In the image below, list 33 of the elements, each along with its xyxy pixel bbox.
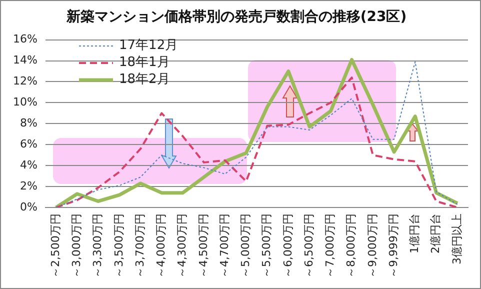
y-tick-label: 8% xyxy=(20,116,38,130)
x-tick-label: ～6,000万円 xyxy=(281,214,294,278)
y-tick-label: 0% xyxy=(20,200,38,214)
x-tick-label: ～6,500万円 xyxy=(302,214,316,278)
legend-label: 18年1月 xyxy=(119,54,170,71)
x-tick-label: ～3,700万円 xyxy=(133,214,146,278)
x-tick-label: ～2,500万円 xyxy=(48,214,62,278)
x-tick-label: ～3,300万円 xyxy=(91,214,104,278)
y-tick-label: 2% xyxy=(20,179,38,192)
x-tick-label: ～4,500万円 xyxy=(196,214,210,278)
y-tick-label: 16% xyxy=(12,32,38,46)
x-tick-label: ～5,500万円 xyxy=(260,214,274,278)
chart-title: 新築マンション価格帯別の発売戸数割合の推移(23区) xyxy=(65,8,407,26)
x-tick-label: 1億円台 xyxy=(408,214,422,254)
y-tick-label: 4% xyxy=(20,158,38,172)
x-tick-label: ～7,000万円 xyxy=(324,214,337,278)
x-tick-label: ～8,000万円 xyxy=(344,214,358,278)
x-tick-label: 2億円台 xyxy=(429,214,442,254)
x-tick-label: ～9,999万円 xyxy=(386,214,400,278)
x-tick-label: ～3,500万円 xyxy=(112,214,126,278)
y-tick-label: 6% xyxy=(20,137,38,150)
x-tick-label: ～4,300万円 xyxy=(176,214,189,278)
x-tick-label: ～5,000万円 xyxy=(239,214,252,278)
x-tick-label: 3億円以上 xyxy=(450,214,464,265)
x-tick-label: ～4,000万円 xyxy=(154,214,168,278)
y-tick-label: 10% xyxy=(12,96,38,109)
x-tick-label: ～3,000万円 xyxy=(70,214,83,278)
x-tick-label: ～9,000万円 xyxy=(366,214,379,278)
y-tick-label: 14% xyxy=(12,54,38,67)
legend-label: 18年2月 xyxy=(119,71,170,88)
legend-label: 17年12月 xyxy=(119,37,178,54)
x-tick-label: ～4,700万円 xyxy=(218,214,231,278)
y-tick-label: 12% xyxy=(12,74,38,88)
